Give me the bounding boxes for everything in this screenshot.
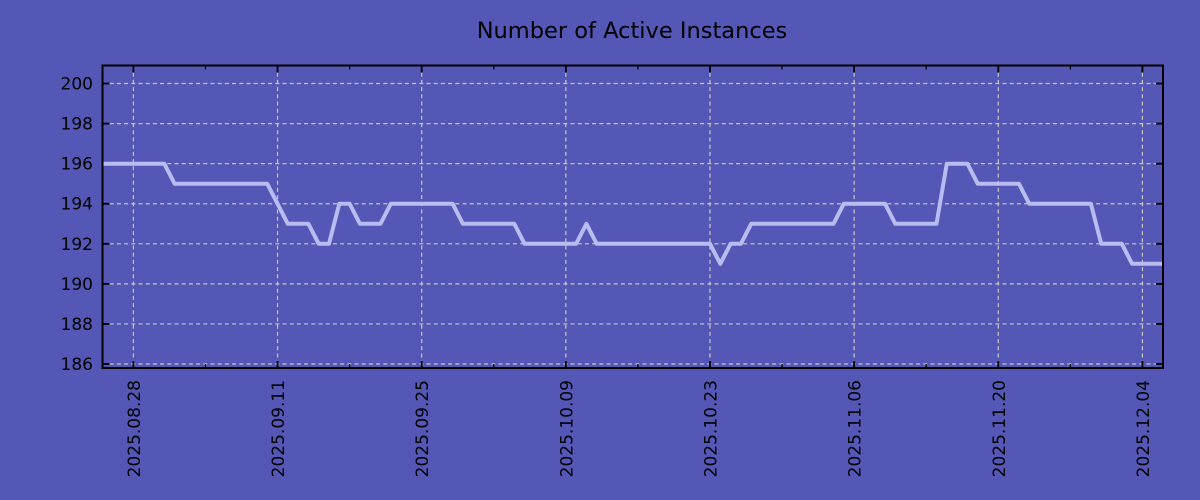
y-tick-label: 200	[61, 75, 93, 95]
y-tick-label: 192	[61, 235, 93, 255]
series-line	[102, 161, 1163, 266]
y-tick-label: 188	[61, 315, 93, 335]
series-polyline	[102, 161, 1163, 266]
x-tick-label: 2025.09.11	[269, 380, 289, 477]
x-axis-labels: 2025.08.28 2025.09.11 2025.09.25 2025.10.09…	[125, 380, 1154, 477]
y-tick-label: 186	[61, 355, 93, 375]
x-tick-label: 2025.10.09	[557, 380, 577, 477]
y-axis-labels: 186 188 190 192 194 196 198 200	[61, 75, 93, 375]
y-tick-label: 198	[61, 115, 93, 135]
axis-ticks	[102, 65, 1163, 368]
y-tick-label: 196	[61, 155, 93, 175]
chart-title: Number of Active Instances	[477, 18, 788, 44]
x-tick-label: 2025.11.20	[990, 380, 1010, 477]
plot-border-group	[101, 64, 1164, 369]
plot-border	[101, 64, 1164, 369]
y-tick-label: 190	[61, 275, 93, 295]
x-tick-label: 2025.11.06	[846, 380, 866, 477]
x-tick-label: 2025.09.25	[413, 380, 433, 477]
gridlines	[102, 65, 1163, 368]
y-tick-label: 194	[61, 195, 93, 215]
x-tick-label: 2025.12.04	[1134, 380, 1154, 477]
x-tick-label: 2025.10.23	[701, 380, 721, 477]
x-tick-label: 2025.08.28	[125, 380, 145, 477]
